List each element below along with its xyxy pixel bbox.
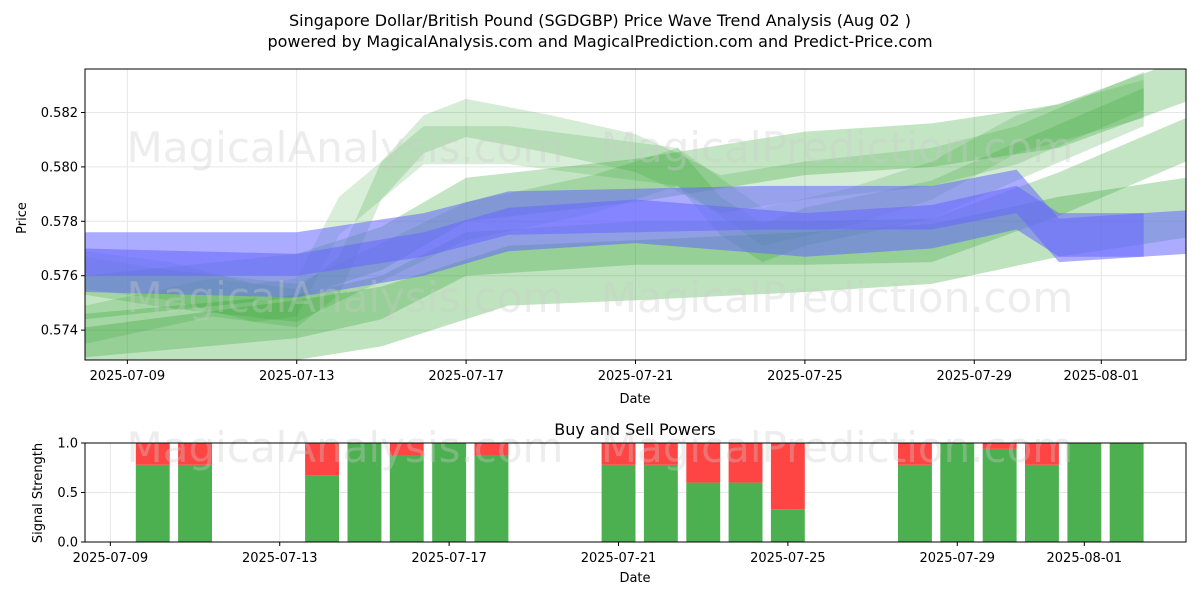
x-tick-label: 2025-07-17 [411,551,487,566]
green-wave-band [85,79,1144,322]
buy-power-bar [728,482,763,542]
watermark: MagicalPrediction.com [601,123,1074,172]
sell-power-bar [601,443,636,465]
x-tick-label: 2025-07-13 [259,369,335,384]
signal-panel: Buy and Sell Powers MagicalAnalysis.com … [31,420,1187,586]
buy-power-bar [135,464,170,542]
x-tick-label: 2025-07-17 [428,369,504,384]
buy-power-bar [305,475,339,542]
chart-subtitle: powered by MagicalAnalysis.com and Magic… [267,32,932,51]
y-tick-label: 0.580 [41,160,78,175]
buy-power-bar [432,443,467,542]
watermark: MagicalAnalysis.com [127,273,564,322]
buy-power-bar [686,482,721,542]
sell-power-bar [135,443,170,465]
buy-power-bar [1067,443,1102,542]
signal-panel-title: Buy and Sell Powers [554,420,716,439]
buy-power-bar [1025,464,1059,542]
sell-power-bar [474,443,509,456]
buy-power-bar [1109,443,1144,542]
watermark: MagicalAnalysis.com [127,123,564,172]
y-tick-label: 0.5 [57,486,78,501]
chart-title: Singapore Dollar/British Pound (SGDGBP) … [289,11,911,30]
x-tick-label: 2025-07-13 [242,551,318,566]
sell-power-bar [643,443,678,465]
price-y-axis-label: Price [15,202,30,234]
sell-power-bar [728,443,763,483]
price-x-ticks: 2025-07-09 2025-07-13 2025-07-17 2025-07-21… [90,360,1140,384]
buy-power-bar [474,455,509,542]
buy-power-bar [770,509,805,542]
buy-power-bar [601,464,636,542]
x-tick-label: 2025-07-21 [581,551,657,566]
green-wave-band [85,177,1186,360]
signal-bars [135,443,1144,542]
sell-power-bar [178,443,212,465]
signal-y-axis-label: Signal Strength [31,443,46,543]
y-tick-label: 0.0 [57,536,78,551]
buy-power-bar [643,464,678,542]
y-tick-label: 0.582 [41,106,78,121]
y-tick-label: 1.0 [57,437,78,452]
sell-power-bar [389,443,424,456]
x-tick-label: 2025-07-09 [90,369,166,384]
buy-power-bar [898,464,932,542]
buy-power-bar [389,455,424,542]
sell-power-bar [686,443,721,483]
x-tick-label: 2025-07-29 [936,369,1012,384]
buy-power-bar [940,443,975,542]
x-tick-label: 2025-07-25 [767,369,843,384]
x-tick-label: 2025-08-01 [1047,551,1123,566]
signal-y-ticks: 0.0 0.5 1.0 [57,437,85,551]
sell-power-bar [1025,443,1059,465]
x-tick-label: 2025-08-01 [1064,369,1140,384]
green-wave-band [85,71,1144,344]
price-bands [85,69,1186,360]
y-tick-label: 0.578 [41,215,78,230]
y-tick-label: 0.576 [41,269,78,284]
sell-power-bar [305,443,339,476]
watermark: MagicalPrediction.com [601,423,1074,472]
price-y-ticks: 0.574 0.576 0.578 0.580 0.582 [41,106,85,339]
watermark: MagicalPrediction.com [601,273,1074,322]
price-panel: MagicalAnalysis.com MagicalPrediction.co… [15,68,1187,407]
buy-power-bar [982,448,1017,542]
watermark: MagicalAnalysis.com [127,423,564,472]
x-tick-label: 2025-07-29 [919,551,995,566]
x-tick-label: 2025-07-09 [73,551,149,566]
buy-power-bar [347,443,382,542]
x-tick-label: 2025-07-21 [598,369,674,384]
sell-power-bar [770,443,805,510]
y-tick-label: 0.574 [41,324,78,339]
signal-x-axis-label: Date [619,571,650,586]
sell-power-bar [982,443,1017,449]
price-x-axis-label: Date [619,392,650,407]
sell-power-bar [898,443,932,465]
buy-power-bar [178,464,212,542]
blue-wave-band [85,185,1144,298]
signal-x-ticks: 2025-07-09 2025-07-13 2025-07-17 2025-07-21… [73,542,1123,566]
x-tick-label: 2025-07-25 [750,551,826,566]
